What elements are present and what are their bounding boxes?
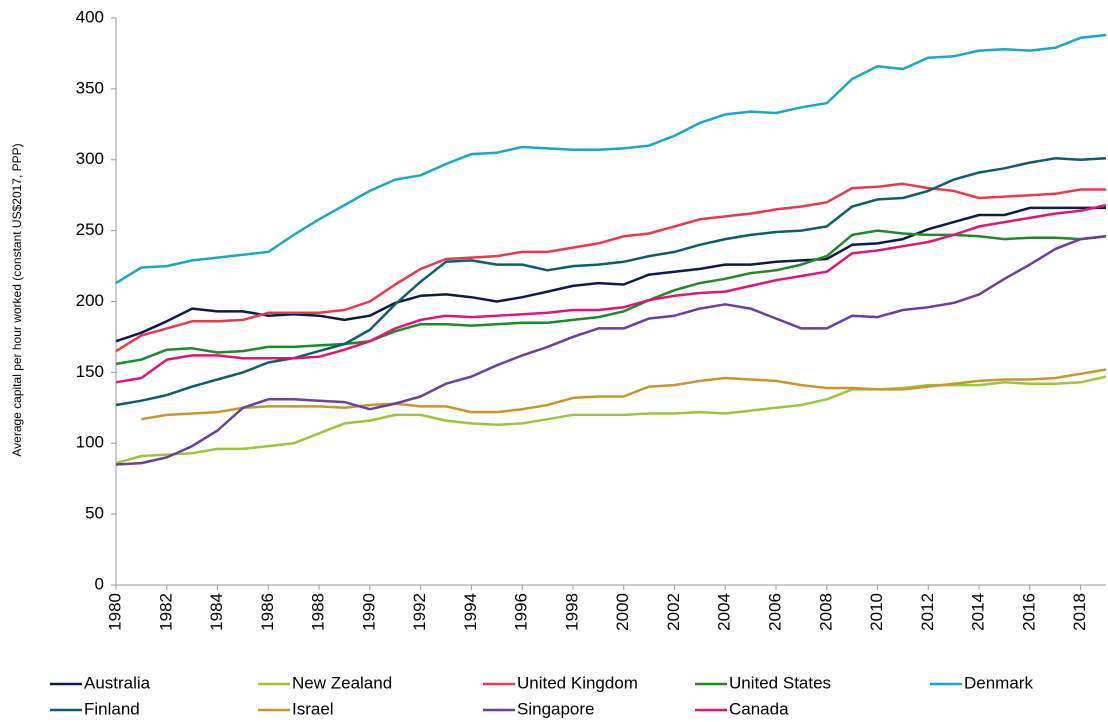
x-tick-label: 2018 [1070,593,1089,631]
y-tick-label: 250 [76,220,104,239]
y-axis-label: Average capital per hour worked (constan… [10,143,24,456]
legend-label: Singapore [517,699,595,718]
x-tick-label: 2010 [867,593,886,631]
series-line [115,235,1107,466]
y-tick-label: 100 [76,433,104,452]
x-tick-label: 2014 [969,593,988,631]
x-tick-label: 1996 [512,593,531,631]
y-tick-label: 350 [76,78,104,97]
y-tick-label: 300 [76,149,104,168]
x-tick-label: 2004 [715,593,734,631]
legend-label: Canada [729,699,789,718]
x-tick-label: 2008 [816,593,835,631]
legend-label: Israel [292,699,334,718]
x-tick-label: 1998 [562,593,581,631]
x-tick-label: 1992 [410,593,429,631]
y-tick-label: 50 [85,504,104,523]
series-line [115,206,1106,343]
series-line [115,33,1107,285]
legend-label: United States [729,673,831,692]
series-line [115,203,1107,384]
legend-label: United Kingdom [517,673,638,692]
y-tick-label: 400 [76,7,104,26]
series-line [141,368,1107,421]
x-tick-label: 1990 [359,593,378,631]
x-tick-label: 2006 [765,593,784,631]
legend-label: New Zealand [292,673,392,692]
x-tick-label: 2000 [613,593,632,631]
x-tick-label: 2016 [1019,593,1038,631]
series-line [115,157,1107,407]
series-line [115,229,1107,366]
y-tick-label: 150 [76,362,104,381]
legend-label: Denmark [964,673,1033,692]
x-tick-label: 2002 [664,593,683,631]
x-tick-label: 1980 [105,593,124,631]
x-tick-label: 1988 [309,593,328,631]
series-line [115,375,1107,465]
x-tick-label: 1994 [461,593,480,631]
legend-label: Australia [84,673,151,692]
series-line [115,182,1106,353]
legend-label: Finland [84,699,140,718]
x-tick-label: 1986 [258,593,277,631]
x-tick-label: 2012 [918,593,937,631]
x-tick-label: 1984 [207,593,226,631]
x-tick-label: 1982 [156,593,175,631]
y-tick-label: 0 [95,574,104,593]
y-tick-label: 200 [76,291,104,310]
